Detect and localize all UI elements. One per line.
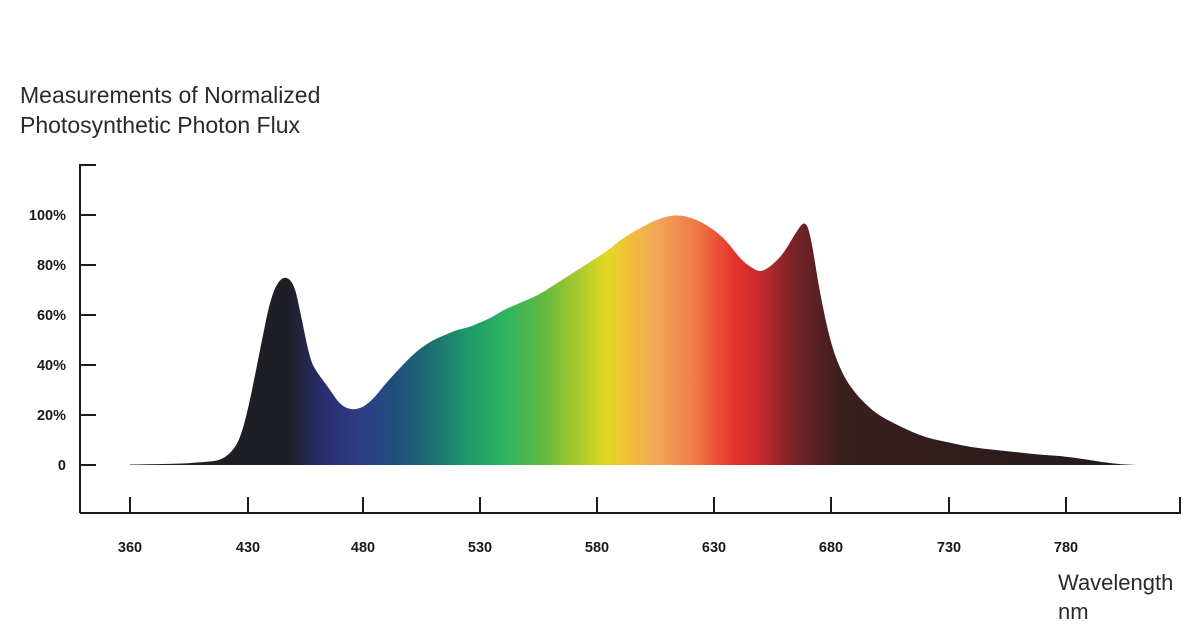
- x-tick-label: 730: [937, 540, 961, 556]
- x-tick-label: 580: [585, 540, 609, 556]
- chart-title-line-2: Photosynthetic Photon Flux: [20, 112, 300, 138]
- x-axis-label-line-2: nm: [1058, 599, 1089, 624]
- x-tick-label: 360: [118, 540, 142, 556]
- spectrum-area: [130, 215, 1137, 465]
- axes: [79, 164, 1181, 514]
- y-tick-label: 80%: [37, 258, 66, 274]
- y-tick-label: 100%: [29, 208, 66, 224]
- x-axis-label-line-1: Wavelength: [1058, 570, 1174, 595]
- x-tick-label: 530: [468, 540, 492, 556]
- y-tick-label: 0: [58, 458, 66, 474]
- y-tick-label: 40%: [37, 358, 66, 374]
- chart-title: Measurements of Normalized Photosyntheti…: [20, 80, 320, 140]
- x-axis-label: Wavelength nm: [1058, 568, 1173, 626]
- x-tick-label: 680: [819, 540, 843, 556]
- y-tick-label: 60%: [37, 308, 66, 324]
- chart-title-line-1: Measurements of Normalized: [20, 82, 321, 108]
- x-ticks: 360 430 480 530 580 630 680 730 780: [118, 497, 1078, 556]
- x-tick-label: 480: [351, 540, 375, 556]
- x-tick-label: 780: [1054, 540, 1078, 556]
- x-tick-label: 630: [702, 540, 726, 556]
- y-tick-label: 20%: [37, 408, 66, 424]
- x-tick-label: 430: [236, 540, 260, 556]
- y-ticks: 0 20% 40% 60% 80% 100%: [29, 208, 96, 474]
